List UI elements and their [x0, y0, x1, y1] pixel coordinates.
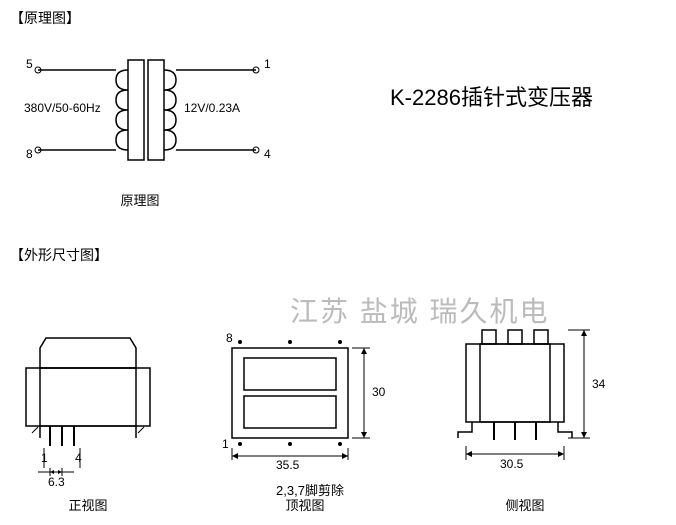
section-label-schematic: 【原理图】	[10, 8, 80, 28]
schematic-diagram: 5 8 1 4 380V/50-60Hz 12V/0.23A	[20, 40, 320, 220]
top-pin-8: 8	[226, 331, 233, 345]
product-title: K-2286插针式变压器	[390, 80, 593, 112]
schematic-pin-8: 8	[26, 147, 33, 161]
schematic-pin-1: 1	[264, 57, 271, 71]
top-caption: 顶视图	[275, 495, 335, 514]
schematic-pin-5: 5	[26, 57, 33, 71]
top-pin-1: 1	[222, 437, 229, 451]
schematic-secondary-label: 12V/0.23A	[184, 101, 240, 115]
top-dim-h: 30	[372, 385, 386, 399]
front-caption: 正视图	[58, 495, 118, 514]
section-label-dimensions: 【外形尺寸图】	[10, 245, 108, 265]
side-dim-w: 30.5	[500, 457, 524, 471]
side-caption: 侧视图	[495, 495, 555, 514]
schematic-primary-label: 380V/50-60Hz	[24, 101, 101, 115]
schematic-pin-4: 4	[264, 147, 271, 161]
front-dim-pitch: 6.3	[48, 475, 65, 489]
front-pin-4: 4	[75, 451, 82, 465]
top-view-diagram: 8 1 35.5 30	[220, 320, 420, 490]
schematic-caption: 原理图	[110, 190, 170, 209]
front-view-diagram: 1 4 6.3	[18, 320, 168, 490]
side-dim-h: 34	[592, 377, 606, 391]
top-dim-w: 35.5	[276, 458, 300, 472]
side-view-diagram: 30.5 34	[450, 320, 650, 490]
